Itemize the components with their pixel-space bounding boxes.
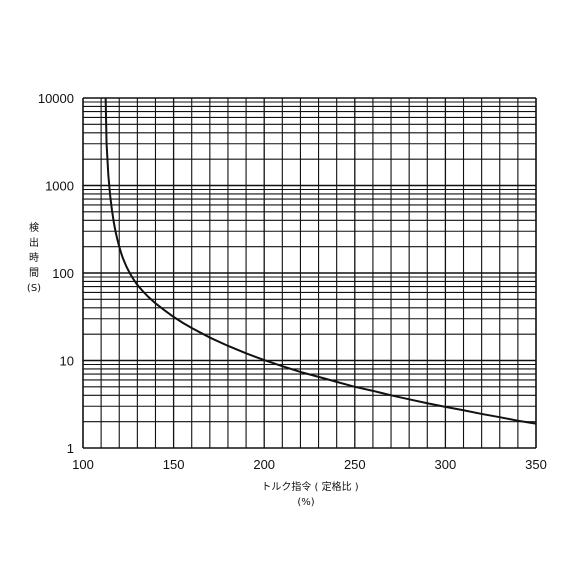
y-axis-label-char-3: 時 xyxy=(29,252,39,264)
y-axis-unit: (S) xyxy=(27,283,41,294)
y-axis-label-char-4: 間 xyxy=(29,267,39,279)
detection-time-curve xyxy=(104,97,537,425)
y-axis-label-char-2: 出 xyxy=(29,236,39,249)
y-axis-label-char-1: 検 xyxy=(29,221,39,234)
y-tick-label: 100 xyxy=(52,266,74,281)
x-tick-label: 250 xyxy=(344,457,366,472)
y-axis-label: 検 出 時 間 (S) xyxy=(27,221,41,294)
x-tick-labels: 100 150 200 250 300 350 xyxy=(72,457,547,472)
y-tick-label: 10 xyxy=(60,354,74,369)
y-tick-label: 1 xyxy=(67,441,74,456)
y-tick-label: 1000 xyxy=(45,179,74,194)
x-tick-label: 150 xyxy=(163,457,185,472)
x-axis-label: トルク指令 ( 定格比 ) xyxy=(261,480,358,493)
x-axis-unit: (%) xyxy=(297,497,314,508)
grid xyxy=(82,97,537,449)
y-tick-label: 10000 xyxy=(38,91,74,106)
x-tick-label: 200 xyxy=(253,457,275,472)
x-tick-label: 100 xyxy=(72,457,94,472)
x-tick-label: 350 xyxy=(525,457,547,472)
x-tick-label: 300 xyxy=(435,457,457,472)
y-tick-labels: 1 10 100 1000 10000 xyxy=(38,91,74,456)
